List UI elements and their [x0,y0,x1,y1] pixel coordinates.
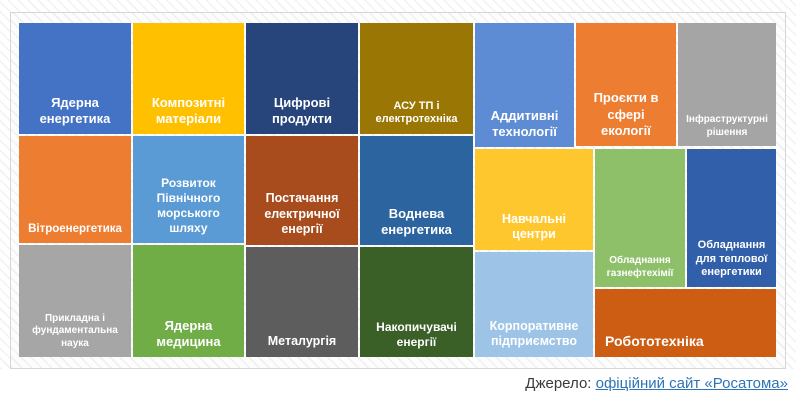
tile-label: Розвиток Північного морського шляху [156,176,221,235]
tile-label: Обладнання газнефтехімії [606,255,674,279]
tile-label: Аддитивні технології [490,107,559,139]
slide-background: Ядерна енергетика Композитні матеріали Циф… [0,0,796,369]
treemap-tile-robotics: Робототехніка [595,289,776,357]
tile-label: Інфраструктурні рішення [686,114,768,138]
treemap-tile-electricity-supply: Постачання електричної енергії [246,136,358,245]
treemap-tile-additive-technologies: Аддитивні технології [475,23,574,147]
treemap-tile-applied-fundamental-science: Прикладна і фундаментальна наука [19,245,131,357]
tile-label: Проєкти в сфері екології [593,90,659,138]
treemap-tile-energy-storage: Накопичувачі енергії [360,247,473,357]
tile-label: Корпоративне підприємство [489,318,579,349]
tile-label: Вітроенергетика [28,222,122,235]
tile-label: Металургія [267,334,337,349]
treemap-tile-nuclear-energy: Ядерна енергетика [19,23,131,134]
treemap: Ядерна енергетика Композитні матеріали Циф… [11,13,785,368]
treemap-tile-northern-sea-route: Розвиток Північного морського шляху [133,136,244,243]
tile-label: Обладнання для теплової енергетики [695,238,768,279]
caption-prefix: Джерело: [525,375,596,392]
tile-label: Цифрові продукти [271,94,333,126]
treemap-tile-gas-petrochemical-equipment: Обладнання газнефтехімії [595,149,685,287]
tile-label: Накопичувачі енергії [376,320,457,349]
tile-label: Ядерна медицина [156,317,221,349]
treemap-tile-hydrogen-energy: Воднева енергетика [360,136,473,245]
treemap-tile-ecology-projects: Проєкти в сфері екології [576,23,676,146]
tile-label: Прикладна і фундаментальна наука [32,312,118,349]
treemap-tile-nuclear-medicine: Ядерна медицина [133,245,244,357]
treemap-tile-composite-materials: Композитні матеріали [133,23,244,134]
tile-label: Робототехніка [605,332,704,349]
tile-label: АСУ ТП і електротехніка [375,99,458,126]
rosatom-site-link[interactable]: офіційний сайт «Росатома» [595,375,788,392]
treemap-tile-metallurgy: Металургія [246,247,358,357]
tile-label: Воднева енергетика [381,205,452,237]
treemap-tile-training-centers: Навчальні центри [475,149,593,250]
treemap-tile-infrastructure-solutions: Інфраструктурні рішення [678,23,776,146]
treemap-tile-digital-products: Цифрові продукти [246,23,358,134]
treemap-tile-wind-energy: Вітроенергетика [19,136,131,243]
treemap-tile-automation-electrical: АСУ ТП і електротехніка [360,23,473,134]
tile-label: Композитні матеріали [151,94,226,126]
treemap-tile-thermal-power-equipment: Обладнання для теплової енергетики [687,149,776,287]
source-caption: Джерело: офіційний сайт «Росатома» [525,375,788,392]
treemap-tile-corporate-enterprise: Корпоративне підприємство [475,252,593,357]
tile-label: Постачання електричної енергії [264,191,340,237]
tile-label: Навчальні центри [501,211,567,242]
tile-label: Ядерна енергетика [39,94,111,126]
treemap-frame: Ядерна енергетика Композитні матеріали Циф… [10,12,786,369]
